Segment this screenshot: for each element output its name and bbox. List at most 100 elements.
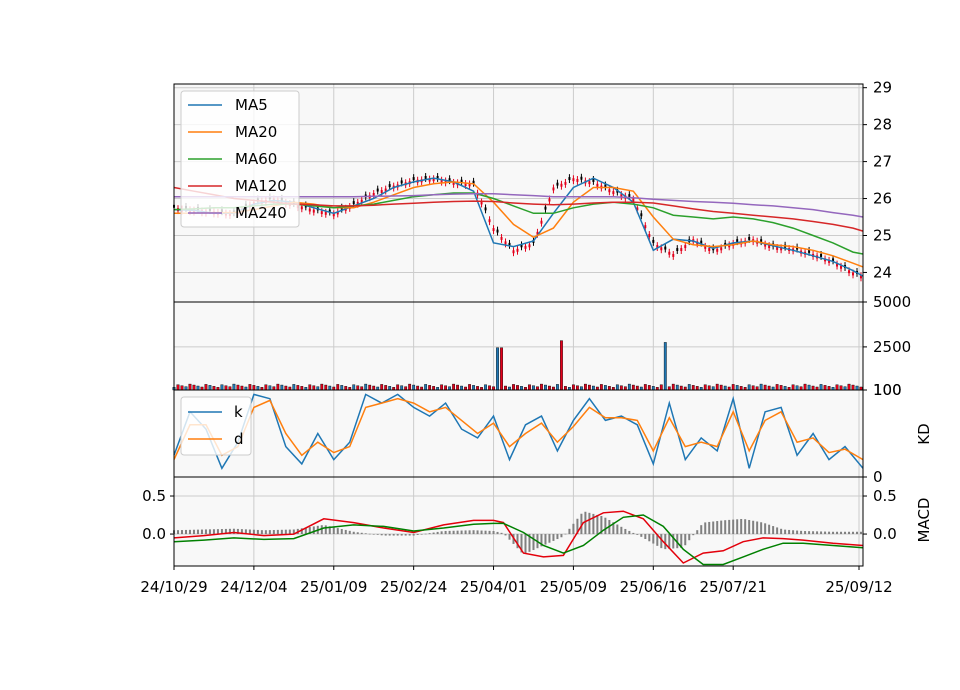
candle-body <box>644 225 647 229</box>
macd-histogram-bar <box>564 533 567 535</box>
price-tick-label: 27 <box>873 153 892 171</box>
macd-histogram-bar <box>408 534 411 536</box>
macd-histogram-bar <box>544 534 547 545</box>
volume-bar <box>731 384 735 391</box>
volume-bar <box>759 383 763 391</box>
x-tick-label: 25/04/01 <box>460 578 527 596</box>
macd-histogram-bar <box>464 530 467 535</box>
candle-body <box>464 183 467 186</box>
price-tick-label: 24 <box>873 263 892 281</box>
volume-bar <box>408 383 412 391</box>
macd-histogram-bar <box>668 534 671 549</box>
x-tick-label: 25/07/21 <box>700 578 767 596</box>
volume-bar <box>576 385 579 391</box>
volume-bar <box>855 385 859 391</box>
kd-legend: kd <box>180 396 252 456</box>
macd-histogram-bar <box>436 531 439 535</box>
volume-tick-label: 2500 <box>873 338 911 356</box>
macd-histogram-bar <box>772 526 775 535</box>
volume-bar <box>739 386 743 391</box>
volume-bar <box>572 384 575 391</box>
macd-histogram-bar <box>308 527 311 535</box>
macd-histogram-bar <box>604 517 607 535</box>
volume-bar <box>827 386 831 391</box>
macd-histogram-bar <box>672 534 675 549</box>
macd-histogram-bar <box>304 527 307 535</box>
volume-bar <box>236 384 240 391</box>
x-tick-label: 24/10/29 <box>140 578 207 596</box>
volume-bar <box>711 386 715 391</box>
volume-bar <box>663 342 667 391</box>
candle-body <box>480 201 483 205</box>
macd-histogram-bar <box>400 534 403 536</box>
macd-panel-bg <box>174 477 863 566</box>
macd-histogram-bar <box>532 534 535 551</box>
volume-bar <box>416 385 420 391</box>
candle-body <box>852 272 855 276</box>
macd-histogram-bar <box>460 530 463 535</box>
macd-histogram-bar <box>392 534 395 536</box>
volume-bar <box>248 384 252 391</box>
volume-bar <box>452 383 455 391</box>
macd-histogram-bar <box>844 531 847 535</box>
candle-body <box>312 209 315 213</box>
macd-histogram-bar <box>744 519 747 535</box>
macd-red-line <box>173 510 864 564</box>
macd-histogram-bar <box>424 533 427 535</box>
macd-histogram-bar <box>444 530 447 535</box>
kd-legend-label-k: k <box>234 403 243 421</box>
volume-bar <box>799 386 803 391</box>
candle-body <box>336 211 339 215</box>
macd-histogram-bar <box>440 531 443 535</box>
candle-body <box>840 265 843 269</box>
volume-bar <box>803 383 807 391</box>
macd-histogram-bar <box>784 529 787 535</box>
legend-label-ma240: MA240 <box>235 204 287 222</box>
volume-bar <box>647 385 651 391</box>
macd-histogram-bar <box>364 533 367 535</box>
candle-body <box>828 259 831 263</box>
macd-histogram-bar <box>528 534 531 552</box>
volume-bar <box>839 385 843 391</box>
volume-bar <box>823 385 827 391</box>
macd-histogram-bar <box>588 512 591 535</box>
volume-bar <box>811 385 815 391</box>
volume-bar <box>584 383 587 391</box>
x-tick-label: 25/01/09 <box>300 578 367 596</box>
candle-body <box>328 209 331 213</box>
candle-body <box>808 249 811 253</box>
macd-panel-frame <box>173 476 864 567</box>
volume-bar <box>627 383 631 391</box>
macd-histogram-bar <box>284 529 287 535</box>
macd-histogram-bar <box>248 529 251 535</box>
macd-histogram-bar <box>236 528 239 535</box>
legend-label-ma120: MA120 <box>235 177 287 195</box>
candle-body <box>544 206 547 210</box>
volume-bar <box>603 385 607 391</box>
candle-body <box>508 242 511 246</box>
volume-bar <box>396 384 400 391</box>
macd-histogram-bar <box>760 522 763 535</box>
macd-histogram-bar <box>516 534 519 549</box>
x-tick-label: 25/05/09 <box>540 578 607 596</box>
macd-histogram-bar <box>328 526 331 535</box>
legend-label-ma20: MA20 <box>235 123 277 141</box>
kd-tick-label: 0 <box>873 468 883 486</box>
volume-bar <box>344 386 348 391</box>
candle-body <box>516 248 519 252</box>
macd-histogram-bar <box>232 528 235 535</box>
macd-histogram-bar <box>736 519 739 535</box>
macd-histogram-bar <box>192 529 195 535</box>
macd-left-tick-label: 0.0 <box>142 525 166 543</box>
macd-histogram-bar <box>624 528 627 535</box>
macd-histogram-bar <box>520 534 523 553</box>
volume-bar <box>599 384 603 391</box>
volume-bar <box>763 384 767 391</box>
macd-histogram-bar <box>824 531 827 535</box>
macd-histogram-bar <box>384 534 387 536</box>
volume-bar <box>448 386 451 391</box>
volume-bar <box>460 385 463 391</box>
kd-axis-label: KD <box>915 423 933 444</box>
macd-histogram-bar <box>632 532 635 535</box>
x-tick-label: 25/09/12 <box>825 578 892 596</box>
